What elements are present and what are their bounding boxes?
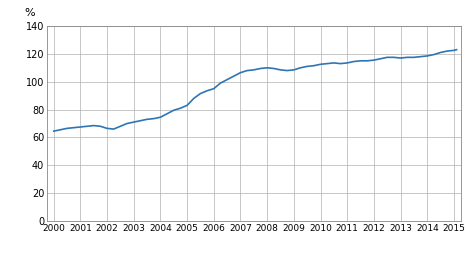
Text: %: % <box>24 8 35 18</box>
